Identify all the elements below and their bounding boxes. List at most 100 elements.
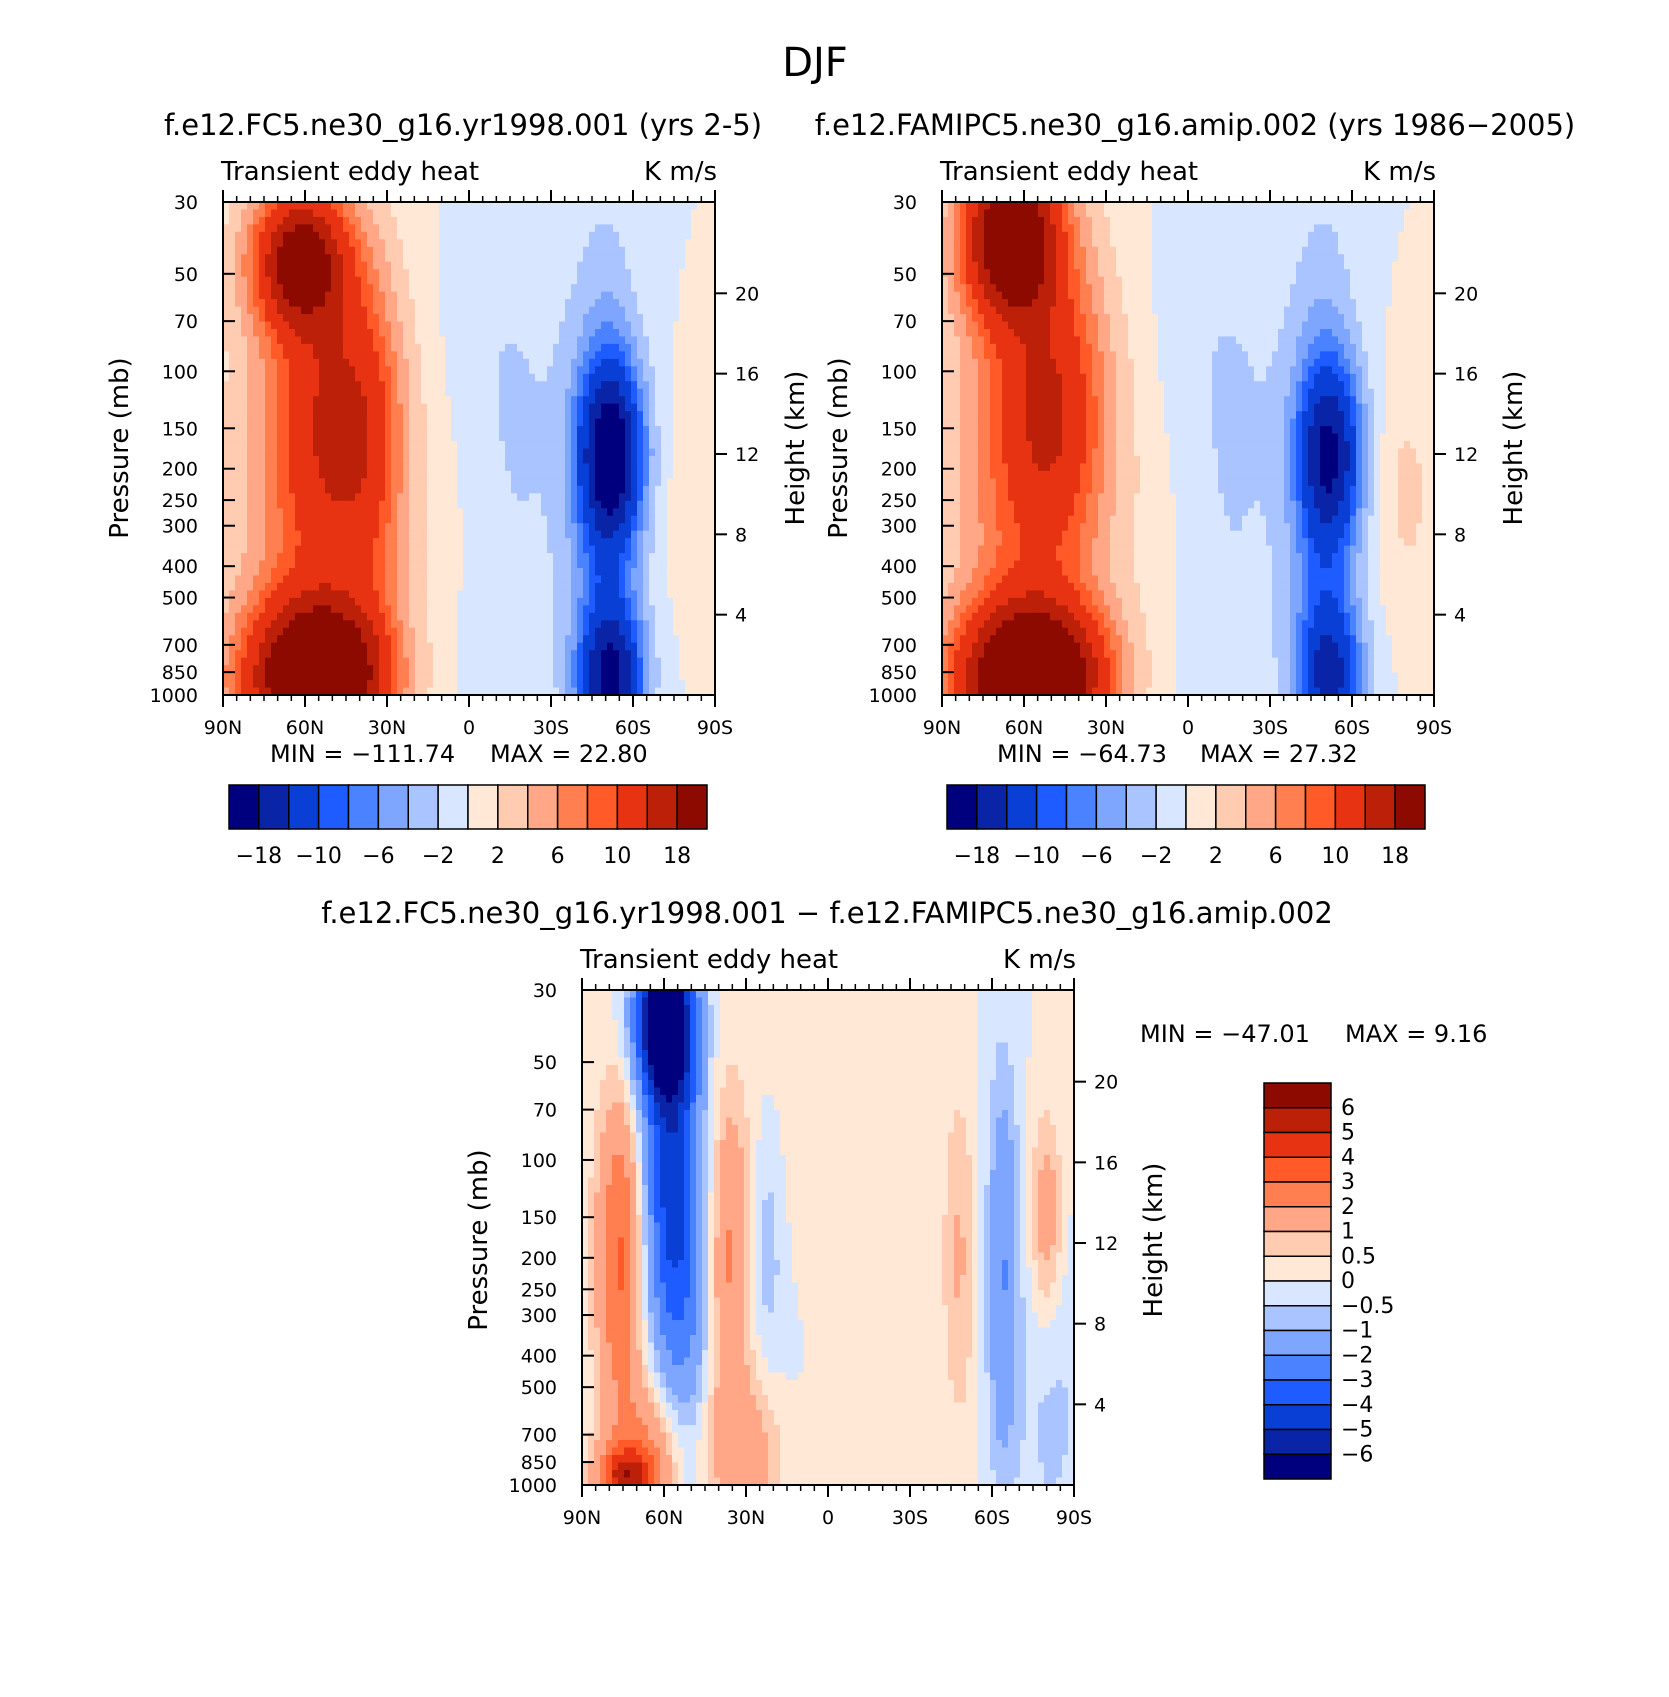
heatmap-cell — [433, 351, 440, 360]
heatmap-cell — [469, 351, 476, 360]
heatmap-cell — [367, 538, 374, 547]
heatmap-cell — [451, 485, 458, 494]
heatmap-cell — [595, 261, 602, 270]
heatmap-cell — [325, 463, 332, 472]
heatmap-cell — [451, 545, 458, 554]
heatmap-cell — [475, 448, 482, 457]
heatmap-cell — [397, 493, 404, 502]
heatmap-cell — [697, 508, 704, 517]
heatmap-cell — [289, 627, 296, 636]
heatmap-cell — [313, 441, 320, 450]
heatmap-cell — [229, 515, 236, 524]
heatmap-cell — [409, 605, 416, 614]
heatmap-cell — [475, 515, 482, 524]
heatmap-cell — [295, 314, 302, 323]
heatmap-cell — [439, 403, 446, 412]
heatmap-cell — [349, 605, 356, 614]
heatmap-cell — [709, 381, 715, 390]
heatmap-cell — [445, 590, 452, 599]
heatmap-cell — [343, 597, 350, 606]
heatmap-cell — [409, 239, 416, 248]
heatmap-cell — [529, 433, 536, 442]
heatmap-cell — [685, 433, 692, 442]
heatmap-cell — [229, 508, 236, 517]
heatmap-cell — [475, 351, 482, 360]
heatmap-cell — [259, 530, 266, 539]
heatmap-cell — [331, 314, 338, 323]
heatmap-cell — [457, 358, 464, 367]
heatmap-cell — [373, 635, 380, 644]
heatmap-cell — [307, 575, 314, 584]
heatmap-cell — [451, 261, 458, 270]
heatmap-cell — [499, 463, 506, 472]
heatmap-cell — [391, 418, 398, 427]
heatmap-cell — [433, 246, 440, 255]
heatmap-cell — [475, 306, 482, 315]
heatmap-cell — [379, 284, 386, 293]
heatmap-cell — [391, 246, 398, 255]
heatmap-cell — [319, 620, 326, 629]
heatmap-cell — [577, 560, 584, 569]
heatmap-cell — [619, 515, 626, 524]
heatmap-cell — [337, 261, 344, 270]
heatmap-cell — [319, 276, 326, 285]
heatmap-cell — [457, 523, 464, 532]
heatmap-cell — [307, 373, 314, 382]
heatmap-cell — [559, 597, 566, 606]
heatmap-cell — [325, 575, 332, 584]
heatmap-cell — [679, 216, 686, 226]
heatmap-cell — [649, 328, 656, 338]
heatmap-cell — [421, 448, 428, 457]
heatmap-cell — [631, 441, 638, 450]
heatmap-cell — [601, 418, 608, 427]
heatmap-cell — [517, 373, 524, 382]
heatmap-cell — [649, 590, 656, 599]
heatmap-cell — [277, 276, 284, 285]
heatmap-cell — [331, 582, 338, 592]
heatmap-cell — [343, 493, 350, 502]
heatmap-cell — [229, 246, 236, 255]
heatmap-cell — [493, 635, 500, 644]
heatmap-cell — [391, 426, 398, 435]
heatmap-cell — [421, 328, 428, 338]
heatmap-cell — [301, 254, 308, 263]
heatmap-cell — [559, 478, 566, 487]
heatmap-cell — [307, 284, 314, 293]
heatmap-cell — [703, 441, 710, 450]
heatmap-cell — [685, 597, 692, 606]
heatmap-cell — [517, 627, 524, 636]
heatmap-cell — [511, 299, 518, 308]
heatmap-cell — [595, 381, 602, 390]
heatmap-cell — [661, 470, 668, 479]
heatmap-cell — [361, 231, 368, 240]
heatmap-cell — [487, 403, 494, 412]
heatmap-cell — [565, 202, 572, 211]
heatmap-cell — [709, 560, 715, 569]
heatmap-cell — [607, 351, 614, 360]
heatmap-cell — [583, 321, 590, 330]
heatmap-cell — [631, 597, 638, 606]
heatmap-cell — [487, 261, 494, 270]
heatmap-cell — [349, 276, 356, 285]
heatmap-cell — [577, 605, 584, 614]
heatmap-cell — [547, 538, 554, 547]
heatmap-cell — [283, 299, 290, 308]
heatmap-cell — [367, 448, 374, 457]
heatmap-cell — [637, 426, 644, 435]
heatmap-cell — [325, 321, 332, 330]
heatmap-cell — [475, 216, 482, 226]
heatmap-cell — [289, 493, 296, 502]
heatmap-cell — [709, 328, 715, 338]
heatmap-cell — [697, 224, 704, 233]
heatmap-cell — [265, 538, 272, 547]
heatmap-cell — [631, 650, 638, 659]
heatmap-cell — [643, 291, 650, 300]
heatmap-cell — [241, 336, 248, 345]
heatmap-cell — [439, 575, 446, 584]
heatmap-cell — [493, 403, 500, 412]
heatmap-cell — [487, 351, 494, 360]
heatmap-cell — [271, 515, 278, 524]
heatmap-cell — [295, 575, 302, 584]
heatmap-cell — [685, 500, 692, 509]
heatmap-cell — [619, 373, 626, 382]
